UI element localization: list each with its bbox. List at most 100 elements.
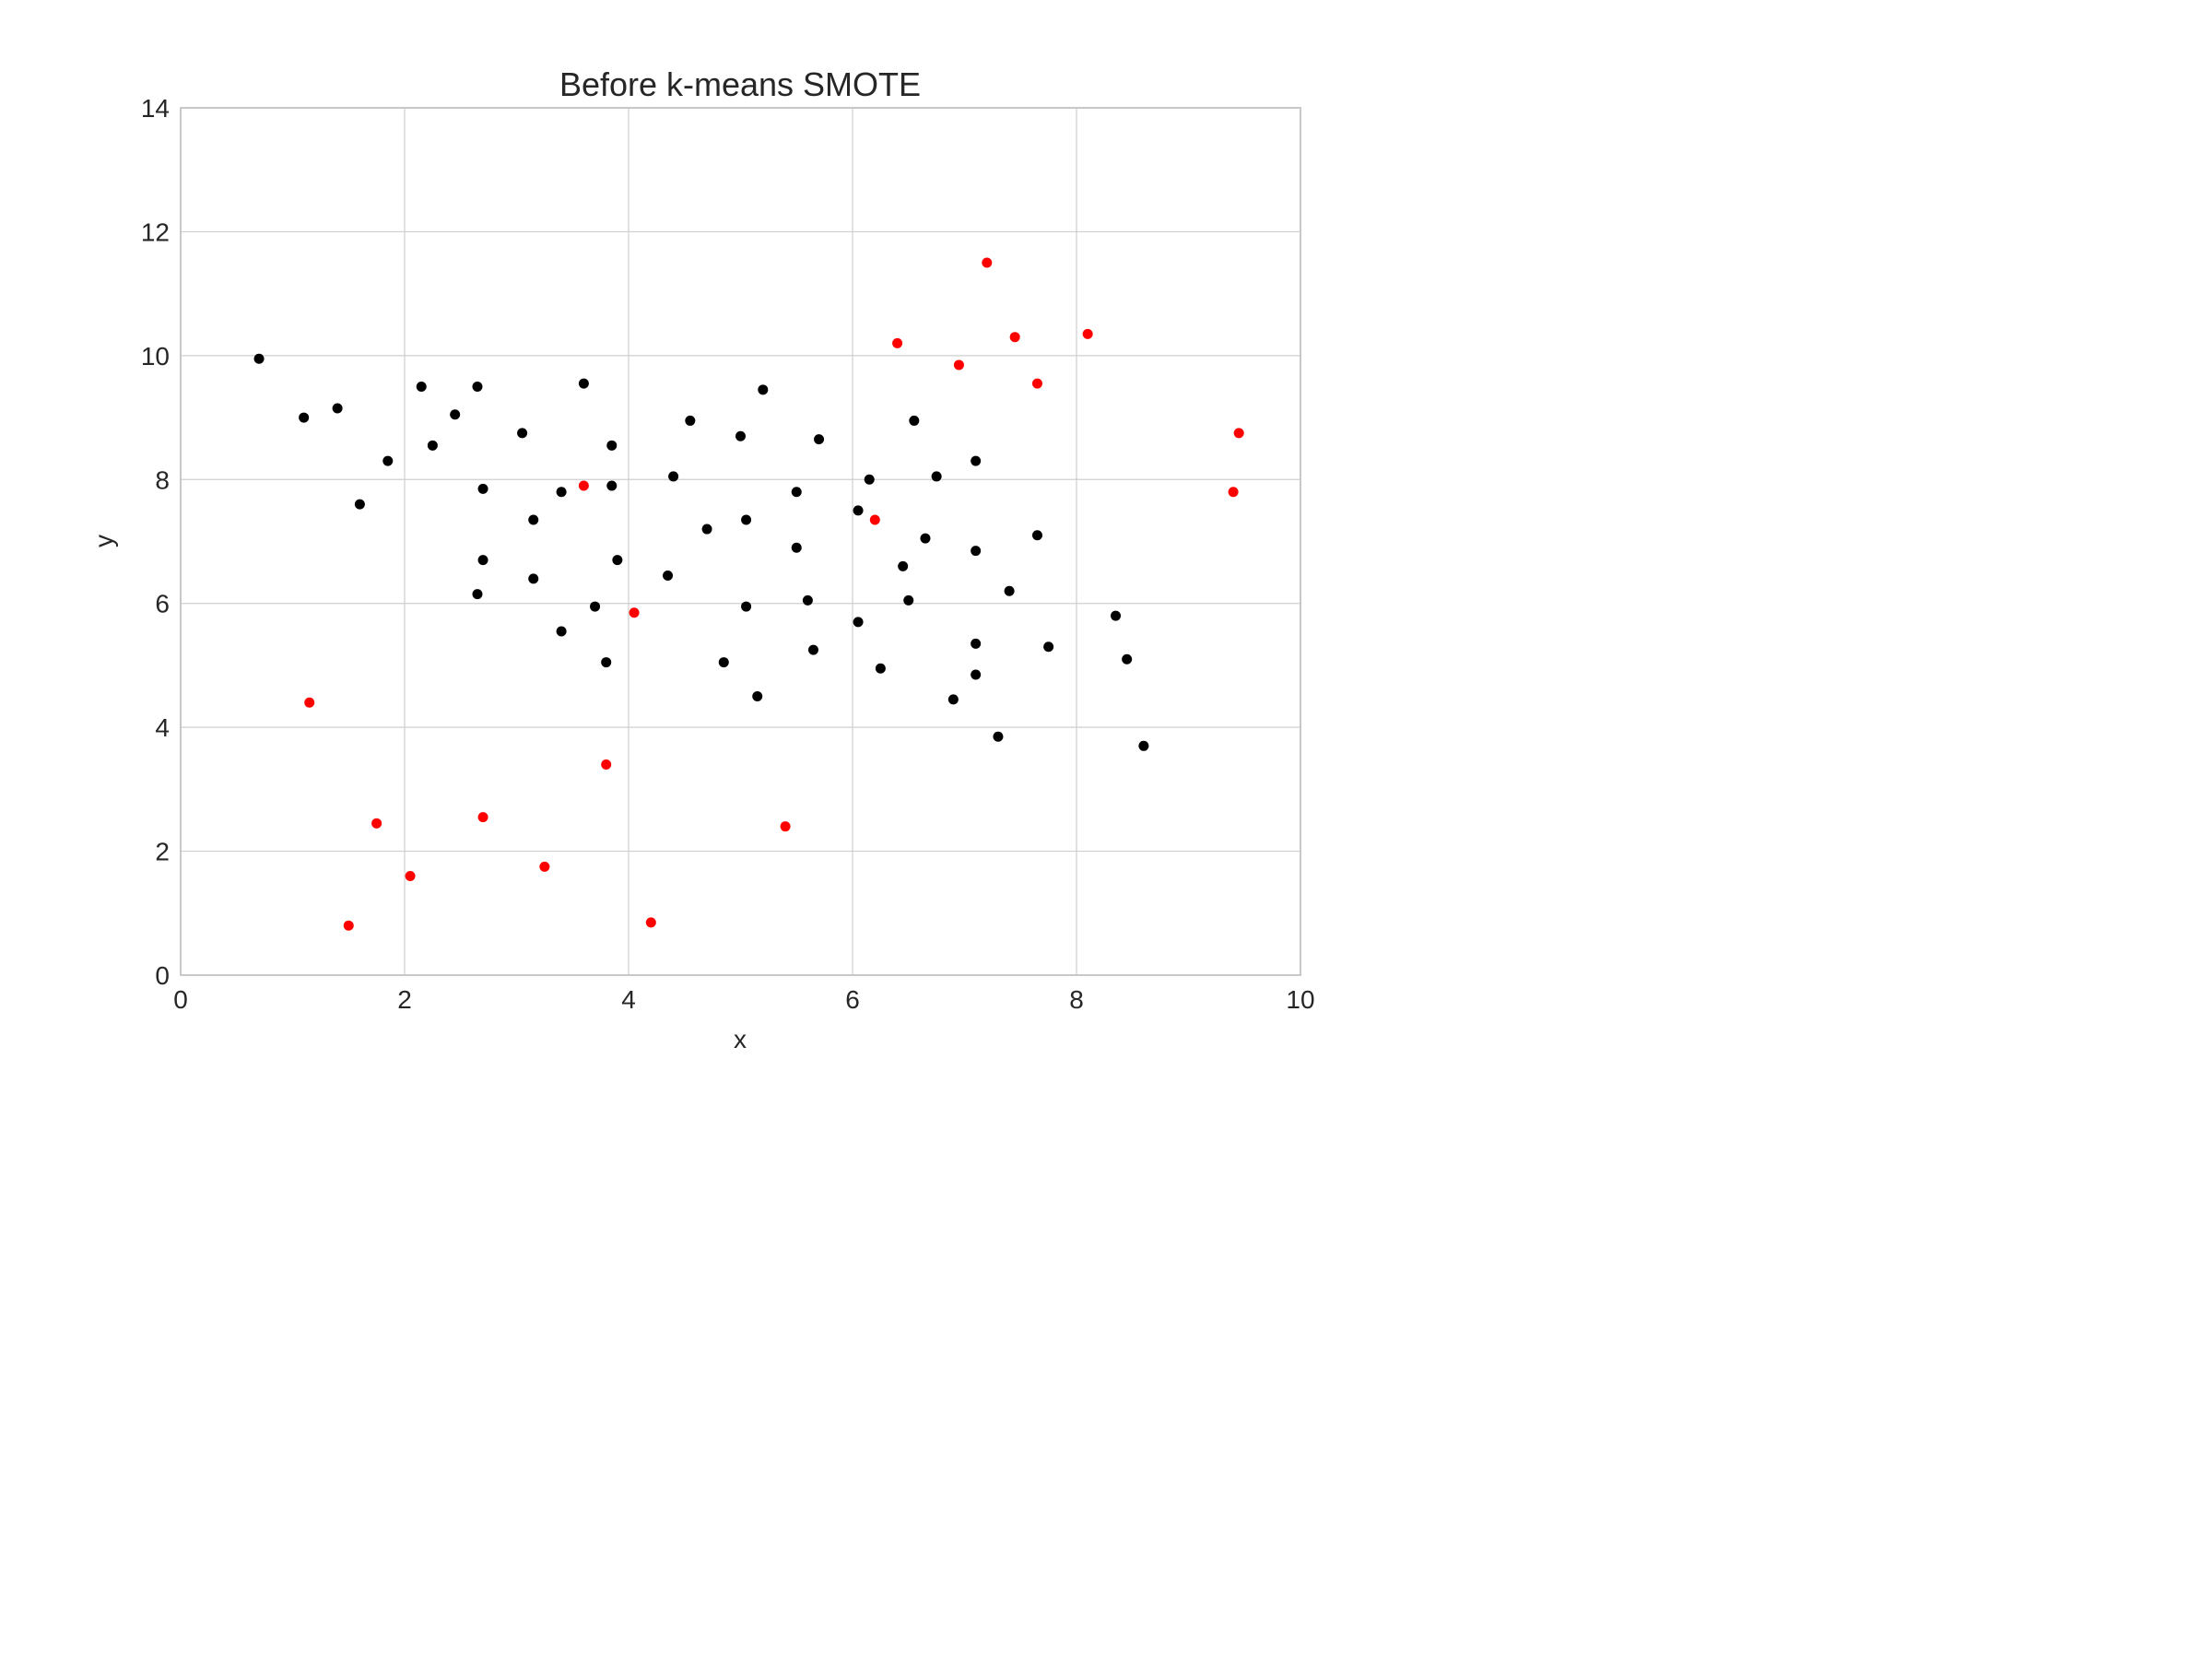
black-data-point	[1004, 585, 1015, 596]
black-data-point	[528, 514, 539, 525]
red-data-point	[304, 697, 315, 708]
chart-background	[0, 0, 1445, 1084]
black-data-point	[875, 663, 886, 674]
black-points-series	[253, 353, 1149, 751]
black-data-point	[685, 415, 696, 426]
y-tick-label: 10	[141, 342, 170, 371]
black-data-point	[556, 487, 567, 498]
red-points-series	[304, 257, 1244, 931]
y-axis-label: y	[89, 535, 118, 547]
black-data-point	[517, 428, 528, 439]
black-data-point	[472, 381, 483, 392]
black-data-point	[752, 691, 763, 702]
red-data-point	[371, 818, 382, 829]
black-data-point	[735, 430, 746, 441]
black-data-point	[668, 471, 679, 482]
red-data-point	[601, 759, 612, 770]
y-tick-label: 0	[155, 961, 170, 990]
red-data-point	[629, 607, 640, 618]
black-data-point	[741, 601, 752, 612]
black-data-point	[791, 542, 802, 553]
black-data-point	[971, 638, 982, 649]
black-data-point	[590, 601, 601, 612]
y-tick-label: 12	[141, 218, 170, 246]
red-data-point	[1228, 487, 1239, 498]
black-data-point	[947, 694, 959, 705]
black-data-point	[1111, 610, 1122, 621]
black-data-point	[427, 440, 438, 451]
y-axis-tick-labels: 0 2 4 6 8 10 12 14	[141, 94, 170, 990]
black-data-point	[971, 455, 982, 466]
x-tick-label: 4	[621, 985, 636, 1014]
y-tick-label: 8	[155, 465, 170, 494]
black-data-point	[354, 499, 365, 510]
black-data-point	[807, 644, 818, 655]
black-data-point	[920, 533, 931, 544]
black-data-point	[802, 594, 813, 606]
black-data-point	[931, 471, 942, 482]
black-data-point	[971, 669, 982, 680]
red-data-point	[869, 514, 880, 525]
black-data-point	[898, 560, 909, 571]
red-data-point	[405, 870, 416, 881]
x-tick-label: 6	[845, 985, 860, 1014]
black-data-point	[1031, 530, 1042, 541]
black-data-point	[477, 555, 488, 566]
black-data-point	[606, 480, 618, 491]
red-data-point	[343, 920, 354, 931]
black-data-point	[382, 455, 394, 466]
red-data-point	[1009, 332, 1020, 343]
black-data-point	[299, 412, 310, 423]
black-data-point	[253, 353, 265, 364]
black-data-point	[601, 657, 612, 668]
black-data-point	[853, 617, 864, 628]
data-points	[253, 257, 1244, 931]
black-data-point	[528, 573, 539, 584]
black-data-point	[993, 731, 1004, 742]
x-tick-label: 2	[397, 985, 412, 1014]
red-data-point	[1233, 428, 1244, 439]
black-data-point	[814, 434, 825, 445]
x-tick-label: 8	[1069, 985, 1084, 1014]
red-data-point	[780, 821, 791, 832]
x-axis-label: x	[734, 1025, 747, 1053]
black-data-point	[416, 381, 427, 392]
red-data-point	[1031, 378, 1042, 389]
black-data-point	[791, 487, 802, 498]
black-data-point	[701, 524, 712, 535]
red-data-point	[892, 337, 903, 348]
black-data-point	[578, 378, 589, 389]
x-tick-label: 0	[173, 985, 188, 1014]
red-data-point	[1082, 328, 1093, 339]
red-data-point	[953, 359, 964, 371]
black-data-point	[663, 570, 674, 581]
black-data-point	[758, 384, 769, 395]
black-data-point	[477, 483, 488, 494]
y-tick-label: 4	[155, 713, 170, 742]
black-data-point	[612, 555, 623, 566]
red-data-point	[982, 257, 993, 268]
black-data-point	[971, 546, 982, 557]
red-data-point	[477, 812, 488, 823]
x-axis-tick-labels: 0 2 4 6 8 10	[173, 985, 1314, 1014]
y-tick-label: 2	[155, 838, 170, 866]
black-data-point	[472, 589, 483, 600]
black-data-point	[741, 514, 752, 525]
black-data-point	[1138, 740, 1149, 751]
y-tick-label: 6	[155, 590, 170, 618]
plot-area-frame	[180, 107, 1301, 976]
black-data-point	[864, 474, 875, 485]
chart-title: Before k-means SMOTE	[559, 65, 921, 103]
black-data-point	[1122, 653, 1133, 665]
x-tick-label: 10	[1286, 985, 1314, 1014]
black-data-point	[909, 415, 920, 426]
black-data-point	[903, 594, 914, 606]
black-data-point	[332, 403, 343, 414]
black-data-point	[1043, 641, 1054, 653]
black-data-point	[853, 505, 864, 516]
y-tick-label: 14	[141, 94, 170, 123]
black-data-point	[606, 440, 618, 451]
scatter-chart: Before k-means SMOTE 0 2 4 6 8 10 0 2 4 6 8 10 12 14…	[0, 0, 1445, 1084]
red-data-point	[645, 917, 656, 928]
red-data-point	[578, 480, 589, 491]
